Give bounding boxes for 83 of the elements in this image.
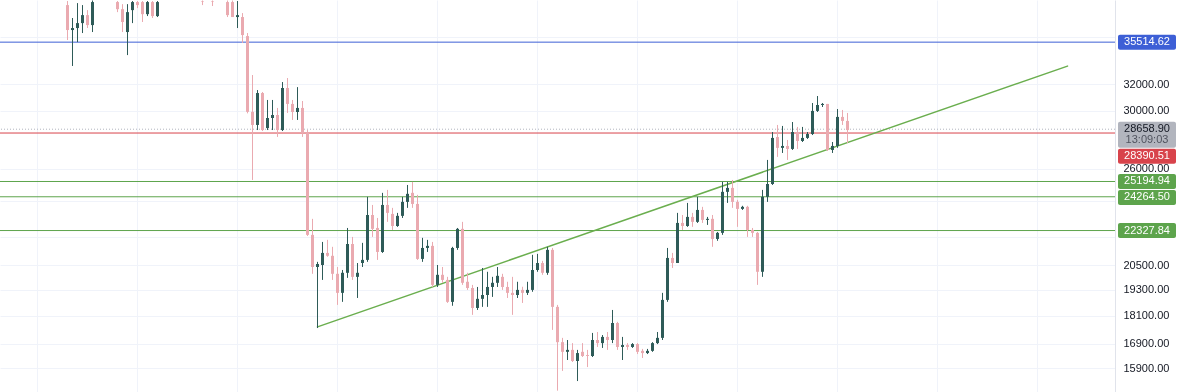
candlestick [421,237,424,263]
candlestick [331,246,334,281]
candlestick [356,262,359,299]
candlestick [376,217,379,261]
y-tick-label: 20500.00 [1123,258,1170,271]
candlestick [726,181,729,204]
candlestick [576,349,579,382]
candlestick [746,205,749,238]
text: 13:09:03 [1125,133,1169,146]
y-tick-label: 18100.00 [1123,309,1170,322]
candlestick [811,102,814,136]
candlestick [486,271,489,308]
ref-line-label: 28658.90 [1124,122,1170,135]
candlestick [271,99,274,131]
candlestick [411,181,414,209]
candlestick [371,204,374,238]
ref-line-label: 35514.62 [1124,35,1170,48]
candlestick [91,0,94,33]
candlestick [786,139,789,161]
y-tick-label: 19300.00 [1123,283,1170,296]
candlestick [316,261,319,329]
candlestick [266,99,269,131]
candlestick [736,199,739,228]
candlestick [471,284,474,316]
candlestick [781,125,784,154]
candlestick [561,337,564,372]
candlestick [731,179,734,209]
candlestick [846,112,849,144]
candlestick [81,4,84,34]
candlestick [276,107,279,138]
candlestick [296,86,299,121]
candlestick [591,332,594,358]
candlestick [456,227,459,251]
candlestick [481,267,484,308]
candlestick [776,124,779,158]
candlestick [401,196,404,219]
candlestick [621,336,624,361]
candlestick [321,241,324,281]
candlestick [686,202,689,228]
candlestick [436,264,439,288]
candlestick [766,159,769,203]
candlestick [71,17,74,67]
candlestick [796,126,799,150]
candlestick [571,342,574,363]
candlestick [511,276,514,316]
candlestick [616,321,619,351]
y-tick-label: 32000.00 [1123,77,1170,90]
candlestick [791,121,794,151]
candlestick [141,0,144,23]
candlestick [711,214,714,248]
candlestick [361,242,364,268]
candlestick [386,189,389,223]
y-tick-label: 26000.00 [1123,162,1170,175]
ref-line-label: 22327.84 [1124,223,1170,236]
candlestick [251,74,254,181]
candlestick [611,309,614,344]
candlestick [476,286,479,311]
y-tick-label: 15900.00 [1123,361,1170,374]
candlestick [531,254,534,293]
candlestick [121,3,124,33]
candlestick [286,77,289,114]
candlestick [291,99,294,121]
ref-line-label: 28390.51 [1124,149,1170,162]
y-tick-label: 30000.00 [1123,104,1170,117]
candlestick [76,2,79,43]
candlestick [336,266,339,306]
candlestick [391,207,394,231]
candlestick [566,339,569,361]
ref-line-label: 25194.94 [1124,174,1170,187]
candlestick [241,12,244,44]
candlestick [341,269,344,303]
candlestick [236,0,239,29]
candlestick [126,3,129,56]
candlestick [586,349,589,368]
candlestick [446,276,449,304]
candlestick [546,246,549,276]
y-tick-label: 16900.00 [1123,337,1170,350]
candlestick [131,0,134,24]
candlestick [496,266,499,288]
candlestick [696,196,699,224]
candlestick [406,184,409,209]
candlestick [491,276,494,298]
ref-line-label: 24264.50 [1124,190,1170,203]
